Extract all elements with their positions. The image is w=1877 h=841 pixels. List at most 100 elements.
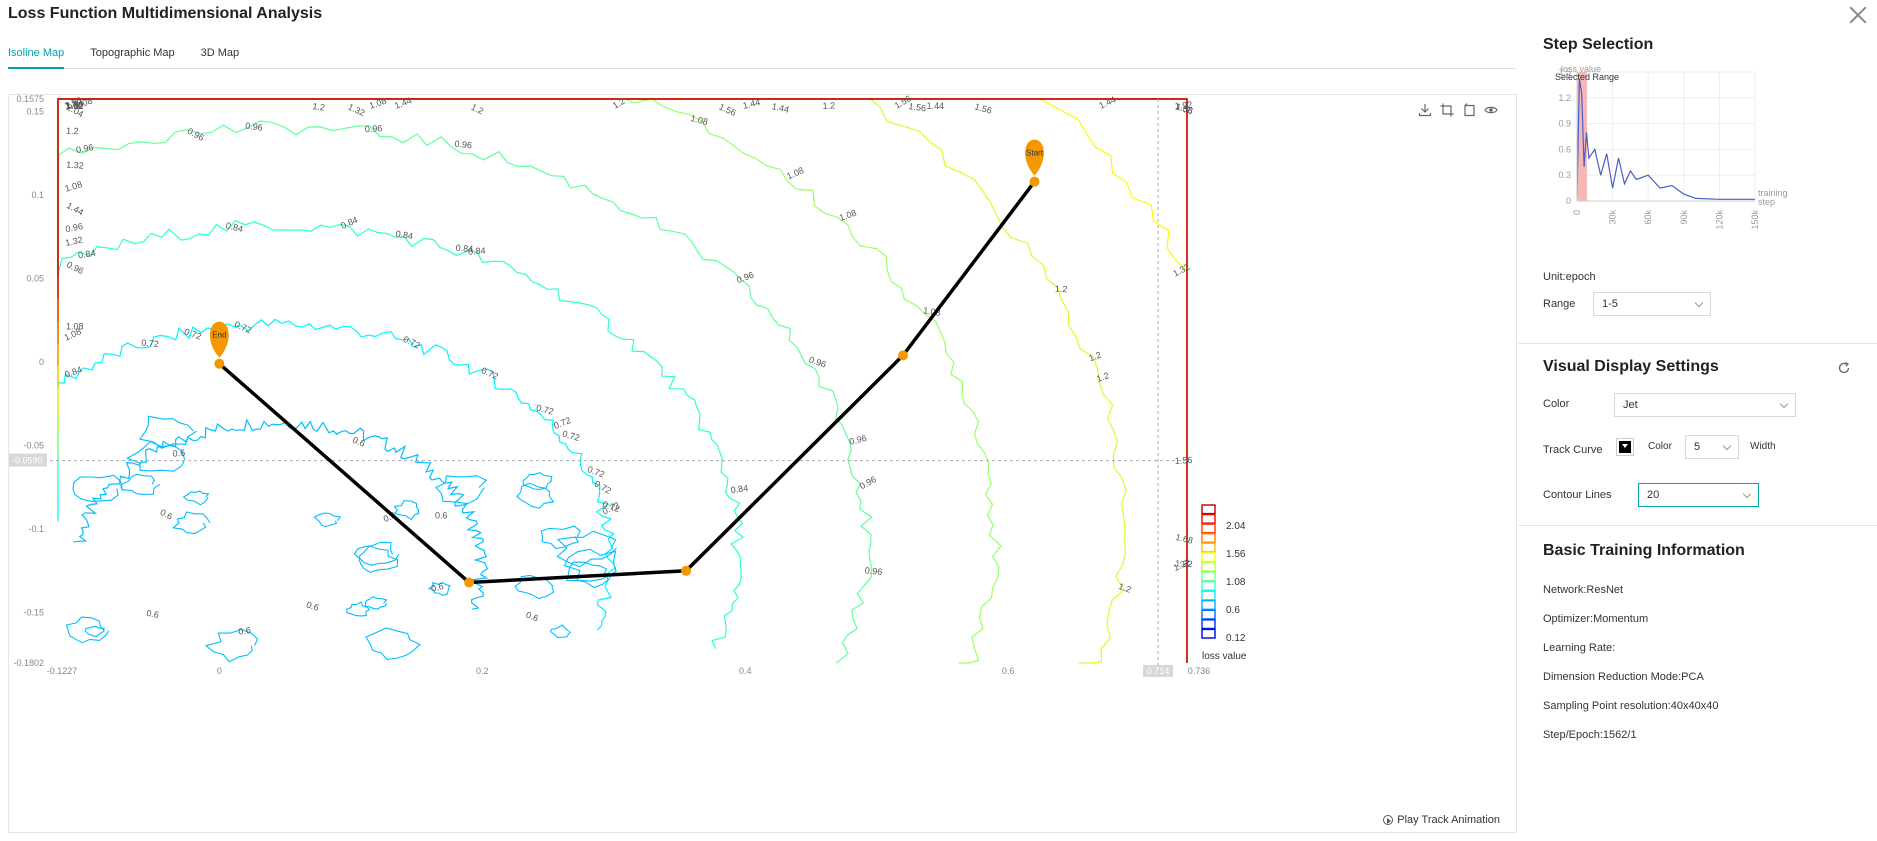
y-tick-label: 0 [39,357,44,367]
download-icon[interactable] [1418,103,1432,117]
contour-lines-label: Contour Lines [1543,489,1612,501]
play-track-animation-label: Play Track Animation [1397,814,1500,826]
track-width-value: 5 [1694,441,1701,453]
contour-label: 1.44 [65,200,85,217]
contour-line [57,98,1188,663]
y-tick-label: 0.1 [31,190,44,200]
crop-icon[interactable] [1440,103,1454,117]
contour-line [57,98,1188,663]
contour-lines-value: 20 [1647,489,1660,501]
range-select[interactable]: 1-5 [1593,292,1711,316]
track-color-picker[interactable] [1616,438,1634,456]
contour-line [57,98,1188,663]
legend-swatch [1201,580,1216,591]
contour-line [57,220,745,650]
contour-label: 0.6 [159,507,175,522]
play-track-animation-button[interactable]: Play Track Animation [1383,814,1500,826]
contour-label: 1.2 [822,100,835,111]
contour-label: 0.96 [75,142,94,155]
tab-3d-map[interactable]: 3D Map [200,47,240,59]
contour-label: 1.32 [64,235,83,248]
contour-line [57,98,1188,663]
contour-label: 0.6 [525,610,540,624]
x-axis-label: step [1758,197,1775,207]
contour-loop [565,561,609,589]
legend-swatch [1201,552,1216,563]
contour-label: 1.56 [908,101,927,113]
track-width-select[interactable]: 5 [1685,435,1739,459]
y-tick-label: 0.3 [1558,170,1571,180]
legend-swatch [1201,609,1216,620]
contour-label: 1.56 [717,102,737,118]
y-tick-label: 0.15 [26,107,44,117]
contour-line [57,98,1188,663]
track-point [464,577,475,588]
contour-label: 1.44 [65,98,84,111]
contour-label: 0.6 [382,510,397,524]
contour-loop [549,624,572,639]
x-axis-label: training [1758,188,1788,198]
legend-swatch [1201,600,1216,610]
chevron-down-icon [1779,399,1789,409]
contour-loop [172,511,211,535]
legend-swatch [1201,561,1216,572]
contour-label: 1.56 [974,101,994,115]
refresh-icon[interactable] [1837,361,1851,375]
legend-swatch [1201,619,1216,630]
tab-isoline-map[interactable]: Isoline Map [8,38,65,69]
legend-swatch [1201,523,1216,534]
contour-line [73,418,489,610]
contour-label: 1.2 [64,98,79,111]
contour-loop [139,415,197,449]
crosshair-x-badge [1143,665,1174,677]
x-tick-label: 150k [1750,210,1760,230]
legend-swatch [1201,504,1216,515]
contour-loop [121,473,161,495]
track-curve-label: Track Curve [1543,444,1603,456]
y-tick-label: 0.1575 [16,95,44,104]
contour-loop [346,601,370,617]
color-scheme-select[interactable]: Jet [1614,393,1796,417]
tab-topographic-map[interactable]: Topographic Map [90,47,175,59]
contour-loop [556,530,617,568]
contour-label: 1.08 [838,208,858,223]
reset-icon[interactable] [1462,103,1476,117]
contour-label: 1.08 [690,113,709,127]
contour-label: 1.68 [1175,532,1194,546]
x-tick-label: 0 [217,666,222,676]
legend-swatch [1201,542,1216,553]
end-marker: End [209,321,229,358]
unit-label: Unit:epoch [1543,271,1596,283]
legend-label: 0.12 [1226,633,1246,644]
legend-swatch [1201,590,1216,601]
contour-label: 0.72 [141,338,159,349]
contour-label: 1.44 [927,101,945,111]
info-learning-rate: Learning Rate: [1543,642,1616,654]
contour-label: 1.32 [66,101,84,111]
contour-label: 1.92 [1174,100,1192,111]
contour-label: 1.44 [393,95,413,111]
eye-icon[interactable] [1484,103,1498,117]
contour-lines-select[interactable]: 20 [1638,483,1759,507]
contour-label: 0.72 [586,464,606,479]
x-tick-label: 60k [1643,210,1653,225]
contour-loop [204,628,259,663]
step-selection-chart[interactable]: 1.5 1.2 0.9 0.6 0.3 00 30k 60k 90k 120k 150k loss v… [1543,60,1798,256]
visual-settings-title: Visual Display Settings [1543,358,1719,375]
info-network: Network:ResNet [1543,584,1624,596]
contour-label: 1.2 [1055,284,1068,295]
contour-label: 0.96 [864,565,882,577]
contour-chart[interactable]: 1.21.321.21.21.080.961.081.21.56 1.561.44… [9,95,1518,834]
contour-label: 1.2 [66,126,79,136]
contour-label: 0.6 [430,581,445,594]
contour-label: 0.96 [848,433,867,447]
marker-label: Start [1026,149,1044,158]
legend-swatch [1201,513,1216,524]
y-tick-label: 0.05 [26,274,44,284]
info-dimension-reduction: Dimension Reduction Mode:PCA [1543,671,1704,683]
info-step-epoch: Step/Epoch:1562/1 [1543,729,1637,741]
contour-loop [427,581,451,596]
close-icon[interactable] [1847,4,1869,26]
x-tick-label: 90k [1679,210,1689,225]
contour-loop [65,616,110,644]
